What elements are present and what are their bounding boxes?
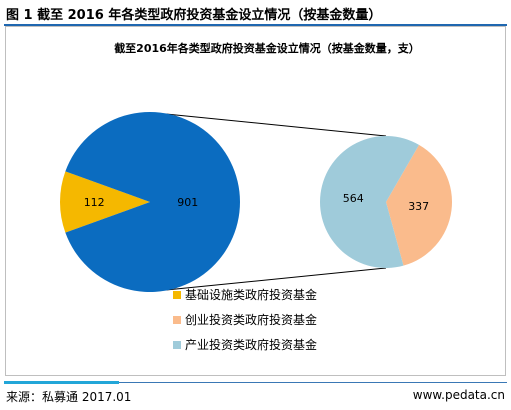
legend-swatch-0	[173, 291, 181, 299]
sub-pie-label-1: 564	[343, 192, 364, 205]
chart-title: 截至2016年各类型政府投资基金设立情况（按基金数量，支）	[114, 41, 420, 55]
main-pie-label-0: 112	[84, 196, 105, 209]
main-pie-slice-1	[65, 111, 240, 292]
main-pie: 112 901	[59, 111, 240, 292]
sub-pie-slice-0	[386, 144, 453, 266]
source-note: 来源：私募通 2017.01	[6, 390, 132, 404]
sub-pie: 337 564	[320, 136, 453, 269]
footer-rule	[119, 382, 507, 383]
legend-label-2: 产业投资类政府投资基金	[185, 337, 317, 352]
sub-pie-slice-1	[320, 136, 419, 269]
connector-line-bottom	[165, 267, 387, 291]
legend-label-0: 基础设施类政府投资基金	[185, 287, 317, 302]
site-url: www.pedata.cn	[412, 388, 505, 402]
legend-label-1: 创业投资类政府投资基金	[185, 312, 317, 327]
figure-caption: 图 1 截至 2016 年各类型政府投资基金设立情况（按基金数量）	[6, 8, 382, 23]
main-pie-label-1: 901	[177, 196, 198, 209]
footer-accent-rule	[4, 381, 119, 384]
main-pie-slice-0	[59, 171, 150, 233]
sub-pie-label-0: 337	[408, 200, 429, 213]
legend-swatch-2	[173, 341, 181, 349]
connector-line-top	[165, 113, 387, 137]
connector-lines	[165, 113, 387, 291]
legend-swatch-1	[173, 316, 181, 324]
caption-rule	[4, 24, 507, 26]
